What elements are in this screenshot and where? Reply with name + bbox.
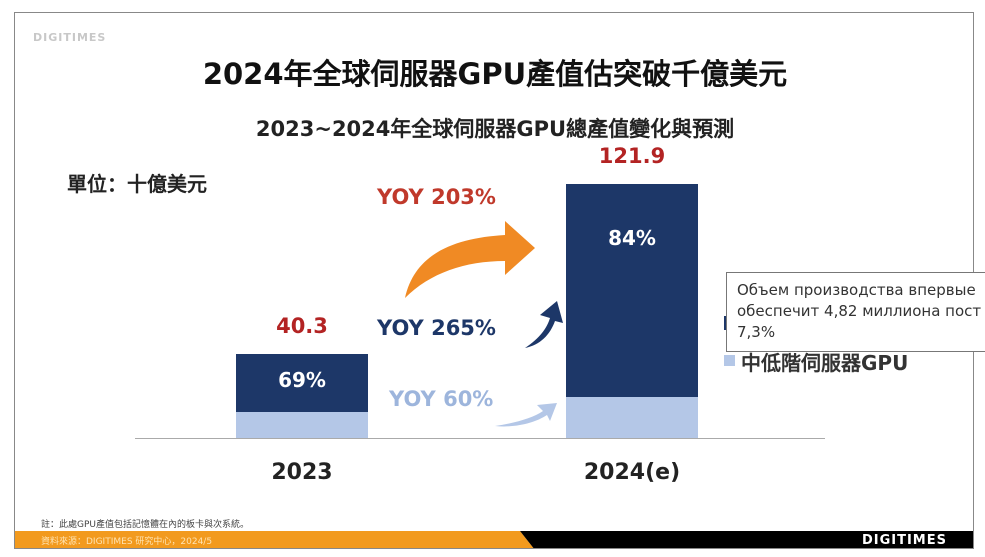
tooltip: Объем производства впервые обеспечит 4,8… — [726, 272, 985, 352]
digitimes-logo: DIGITIMES — [33, 31, 107, 44]
tooltip-line: обеспечит 4,82 миллиона пост — [737, 302, 982, 320]
tooltip-line: 7,3% — [737, 323, 776, 341]
yoy-203-label: YOY 203% — [377, 185, 496, 209]
x-tick-label-2024: 2024(e) — [583, 460, 681, 485]
yoy-265-label: YOY 265% — [377, 316, 496, 340]
bar-high-end-1 — [566, 184, 698, 398]
bar-mid-low-0 — [236, 412, 368, 438]
footnote: 註：此處GPU產值包括記憶體在內的板卡與次系統。 — [41, 520, 249, 530]
total-label-1: 121.9 — [598, 144, 666, 169]
yoy-203-arrow — [405, 221, 535, 298]
bar-high-end-0 — [236, 354, 368, 412]
footer-black-band — [520, 531, 973, 548]
unit-label: 單位：十億美元 — [67, 172, 207, 196]
share-label-1: 84% — [608, 226, 656, 251]
legend-label-mid-low: 中低階伺服器GPU — [741, 351, 909, 375]
digitimes-footer-logo: DIGITIMES — [861, 533, 947, 548]
share-label-0: 69% — [278, 368, 326, 393]
chart-subtitle: 2023~2024年全球伺服器GPU總產值變化與預測 — [255, 117, 735, 141]
legend-swatch-mid-low — [724, 355, 735, 366]
source-text: 資料來源：DIGITIMES 研究中心，2024/5 — [41, 537, 213, 547]
yoy-265-arrow — [525, 301, 563, 348]
footer-orange-band — [15, 531, 535, 548]
yoy-arrows — [405, 221, 563, 427]
yoy-60-arrow — [495, 403, 557, 427]
x-axis-line — [135, 438, 825, 439]
bar-mid-low-1 — [566, 397, 698, 438]
chart-title: 2024年全球伺服器GPU產值估突破千億美元 — [202, 57, 788, 91]
yoy-60-label: YOY 60% — [389, 387, 494, 411]
tooltip-line: Объем производства впервые — [737, 281, 976, 299]
total-label-0: 40.3 — [276, 314, 328, 339]
x-tick-label-2023: 2023 — [271, 460, 333, 485]
